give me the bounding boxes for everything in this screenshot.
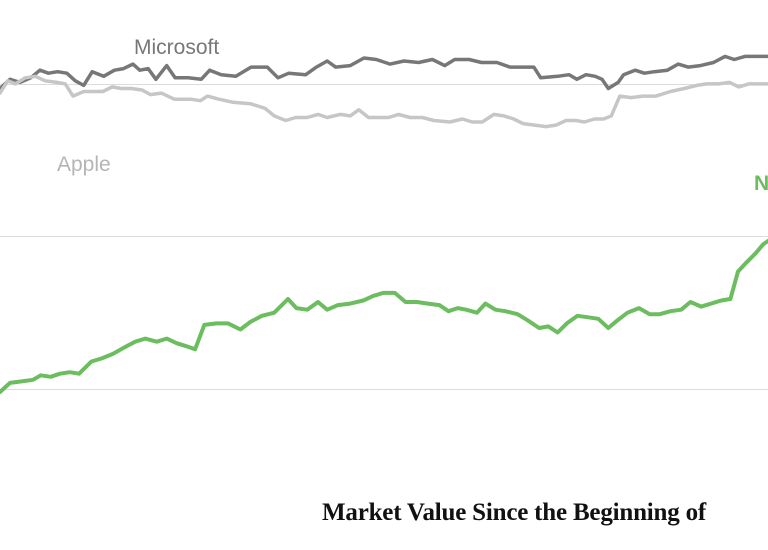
series-line-apple — [0, 74, 768, 129]
series-label-apple: Apple — [57, 153, 111, 176]
series-line-n — [0, 239, 768, 394]
series-label-microsoft: Microsoft — [134, 36, 219, 59]
series-label-nvidia: N — [754, 172, 768, 195]
gridlines — [0, 84, 768, 390]
series-lines — [0, 54, 768, 394]
chart-title: Market Value Since the Beginning of — [322, 499, 706, 526]
series-line-microsoft — [0, 54, 768, 91]
